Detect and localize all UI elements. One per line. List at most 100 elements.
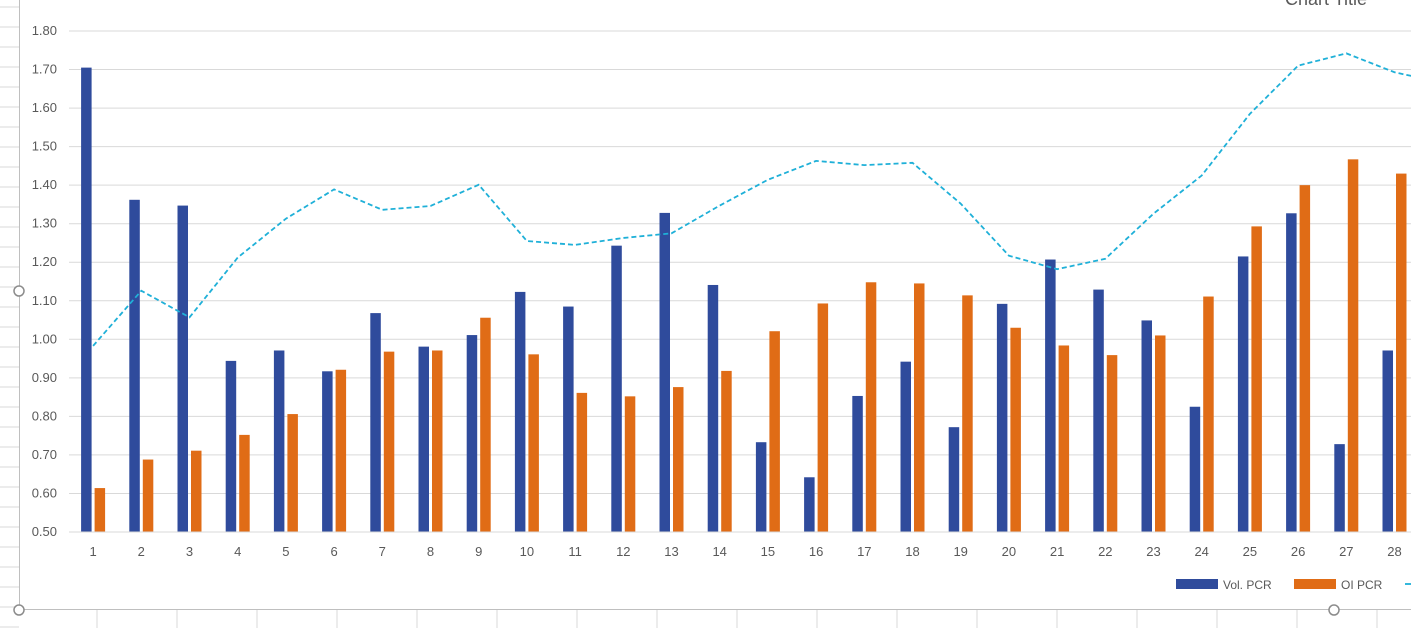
bar-oi-pcr-18[interactable] <box>914 283 925 532</box>
bar-oi-pcr-3[interactable] <box>191 450 202 532</box>
bar-oi-pcr-2[interactable] <box>142 459 154 532</box>
legend-label: OI PCR <box>1341 578 1383 592</box>
bar-oi-pcr-25[interactable] <box>1251 226 1262 532</box>
bar-oi-pcr-4[interactable] <box>239 434 250 532</box>
y-tick-label: 0.90 <box>32 370 57 385</box>
bar-oi-pcr-16[interactable] <box>817 303 829 532</box>
bar-oi-pcr-24[interactable] <box>1203 296 1214 532</box>
bar-vol-pcr-21[interactable] <box>1045 259 1056 532</box>
bar-oi-pcr-11[interactable] <box>576 392 588 532</box>
bar-oi-pcr-14[interactable] <box>721 370 732 532</box>
bar-vol-pcr-9[interactable] <box>466 335 478 532</box>
x-tick-label: 16 <box>809 544 823 559</box>
bar-oi-pcr-21[interactable] <box>1058 345 1070 532</box>
bar-oi-pcr-27[interactable] <box>1347 159 1359 533</box>
y-tick-label: 1.50 <box>32 139 57 154</box>
bar-vol-pcr-3[interactable] <box>177 205 189 532</box>
bar-oi-pcr-17[interactable] <box>865 282 877 532</box>
x-tick-label: 6 <box>330 544 337 559</box>
bar-vol-pcr-28[interactable] <box>1382 350 1394 532</box>
bar-vol-pcr-4[interactable] <box>225 360 237 532</box>
bar-vol-pcr-23[interactable] <box>1141 320 1153 532</box>
chart-area[interactable]: 0.50 0.60 0.70 0.80 0.90 1.00 1.10 1.20 1.30 1.40… <box>19 0 1411 610</box>
bar-vol-pcr-17[interactable] <box>852 395 863 532</box>
bar-oi-pcr-8[interactable] <box>432 350 443 532</box>
x-tick-label: 4 <box>234 544 241 559</box>
x-tick-label: 26 <box>1291 544 1305 559</box>
x-tick-label: 23 <box>1146 544 1160 559</box>
bar-vol-pcr-18[interactable] <box>900 361 912 532</box>
x-tick-label: 7 <box>379 544 386 559</box>
x-tick-label: 10 <box>520 544 534 559</box>
bar-vol-pcr-16[interactable] <box>804 477 815 532</box>
bar-oi-pcr-12[interactable] <box>624 396 636 532</box>
bar-vol-pcr-20[interactable] <box>996 303 1008 532</box>
y-tick-label: 1.70 <box>32 62 57 77</box>
bar-oi-pcr-22[interactable] <box>1106 355 1118 532</box>
bar-vol-pcr-10[interactable] <box>514 291 526 532</box>
bar-oi-pcr-20[interactable] <box>1010 327 1021 532</box>
bar-oi-pcr-28[interactable] <box>1396 173 1407 533</box>
bar-oi-pcr-10[interactable] <box>528 354 539 532</box>
bar-vol-pcr-5[interactable] <box>273 350 285 532</box>
bar-vol-pcr-12[interactable] <box>611 245 622 532</box>
bar-vol-pcr-15[interactable] <box>755 442 767 532</box>
bar-vol-pcr-6[interactable] <box>322 371 333 532</box>
legend-label: Vol. PCR <box>1223 578 1272 592</box>
bar-vol-pcr-22[interactable] <box>1093 289 1104 532</box>
y-tick-label: 0.70 <box>32 447 57 462</box>
x-tick-label: 2 <box>138 544 145 559</box>
x-tick-label: 9 <box>475 544 482 559</box>
bar-vol-pcr-7[interactable] <box>370 313 381 532</box>
x-tick-label: 24 <box>1194 544 1208 559</box>
x-tick-label: 1 <box>89 544 96 559</box>
bar-vol-pcr-8[interactable] <box>418 346 430 532</box>
bar-vol-pcr-19[interactable] <box>948 427 960 532</box>
y-tick-label: 0.50 <box>32 524 57 539</box>
bar-vol-pcr-27[interactable] <box>1334 444 1345 532</box>
bar-oi-pcr-26[interactable] <box>1299 185 1311 532</box>
x-tick-label: 21 <box>1050 544 1064 559</box>
y-tick-label: 1.30 <box>32 216 57 231</box>
bar-vol-pcr-26[interactable] <box>1286 213 1297 532</box>
y-tick-label: 1.40 <box>32 177 57 192</box>
bar-vol-pcr-13[interactable] <box>659 212 671 532</box>
line-series[interactable] <box>92 52 1411 347</box>
bar-vol-pcr-11[interactable] <box>563 306 574 532</box>
chart-title[interactable]: Chart Title <box>1285 0 1367 9</box>
bar-vol-pcr-25[interactable] <box>1237 256 1249 532</box>
bar-oi-pcr-13[interactable] <box>673 387 684 532</box>
y-tick-label: 1.60 <box>32 100 57 115</box>
bar-oi-pcr-1[interactable] <box>94 488 106 532</box>
bar-vol-pcr-14[interactable] <box>707 284 719 532</box>
bar-oi-pcr-6[interactable] <box>335 369 347 532</box>
x-tick-label: 27 <box>1339 544 1353 559</box>
x-tick-label: 3 <box>186 544 193 559</box>
bar-oi-pcr-5[interactable] <box>287 414 298 532</box>
legend-swatch <box>1176 579 1218 589</box>
y-tick-label: 1.00 <box>32 331 57 346</box>
bar-oi-pcr-9[interactable] <box>480 317 491 532</box>
x-tick-label: 22 <box>1098 544 1112 559</box>
bar-vol-pcr-24[interactable] <box>1189 406 1201 532</box>
bar-vol-pcr-2[interactable] <box>129 199 140 532</box>
x-tick-label: 8 <box>427 544 434 559</box>
bar-oi-pcr-7[interactable] <box>383 351 395 532</box>
x-tick-label: 20 <box>1002 544 1016 559</box>
x-tick-label: 11 <box>568 544 582 559</box>
x-tick-label: 17 <box>857 544 871 559</box>
legend[interactable]: Vol. PCR OI PCR <box>1176 578 1411 592</box>
x-tick-label: 18 <box>905 544 919 559</box>
bar-vol-pcr-1[interactable] <box>81 67 92 532</box>
y-tick-label: 1.10 <box>32 293 57 308</box>
legend-item[interactable]: OI PCR <box>1294 578 1383 592</box>
y-tick-label: 0.60 <box>32 485 57 500</box>
bar-oi-pcr-15[interactable] <box>769 331 780 532</box>
chart-canvas: 0.50 0.60 0.70 0.80 0.90 1.00 1.10 1.20 1.30 1.40… <box>32 0 1411 592</box>
bar-oi-pcr-23[interactable] <box>1155 335 1166 532</box>
bar-oi-pcr-19[interactable] <box>962 295 973 532</box>
legend-item[interactable]: Vol. PCR <box>1176 578 1272 592</box>
x-tick-label: 25 <box>1243 544 1257 559</box>
y-tick-label: 1.80 <box>32 23 57 38</box>
